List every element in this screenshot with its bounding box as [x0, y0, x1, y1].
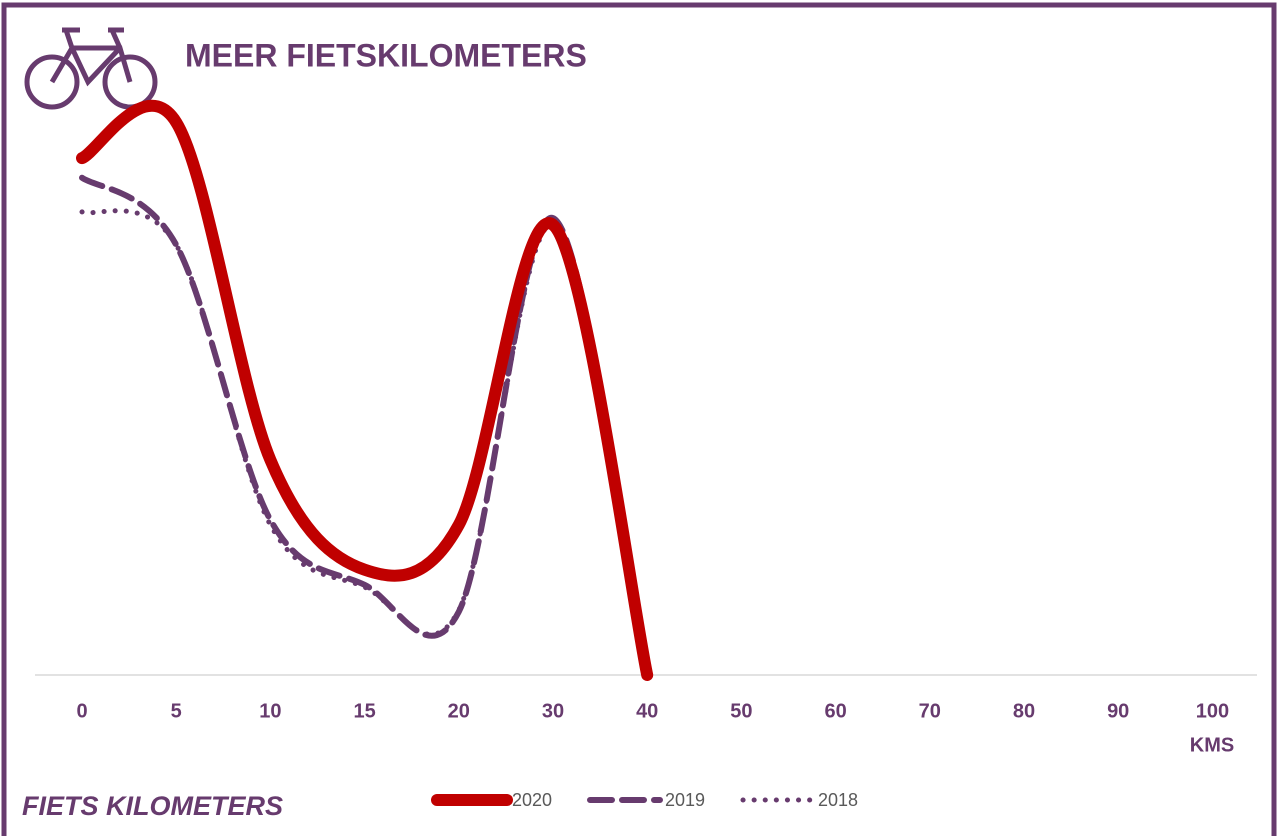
x-tick-label: 5 [171, 700, 182, 722]
x-tick-label: 70 [919, 700, 941, 722]
x-tick-label: 100 [1196, 700, 1229, 722]
subtitle: FIETS KILOMETERS [22, 791, 283, 821]
x-tick-label: 90 [1107, 700, 1129, 722]
series-line [76, 99, 654, 681]
x-tick-label: 40 [636, 700, 658, 722]
x-tick-label: 0 [76, 700, 87, 722]
series-line [79, 208, 650, 678]
x-tick-label: 10 [259, 700, 281, 722]
legend-label: 2020 [512, 790, 552, 810]
x-tick-label: 30 [542, 700, 564, 722]
chart-title: MEER FIETSKILOMETERS [185, 37, 587, 73]
x-tick-label: 80 [1013, 700, 1035, 722]
bike-icon [24, 27, 158, 110]
x-tick-label: 50 [730, 700, 752, 722]
x-axis-label: KMS [1190, 734, 1234, 756]
legend-label: 2018 [818, 790, 858, 810]
x-tick-label: 60 [824, 700, 846, 722]
x-tick-label: 15 [353, 700, 375, 722]
x-tick-label: 20 [448, 700, 470, 722]
legend-label: 2019 [665, 790, 705, 810]
